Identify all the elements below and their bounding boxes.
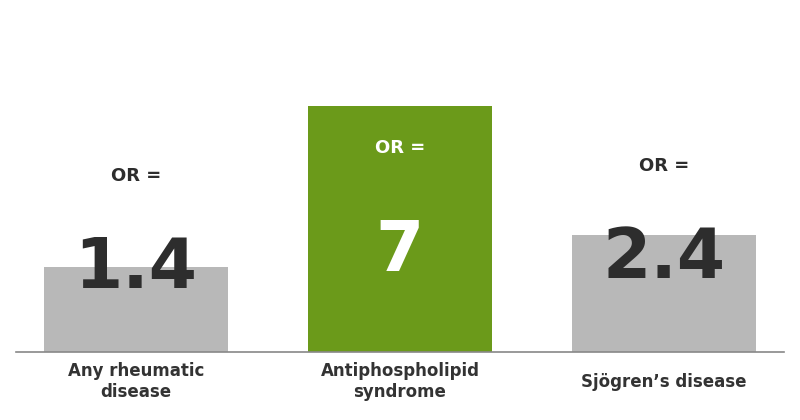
- Text: Any rheumatic
disease: Any rheumatic disease: [68, 362, 204, 401]
- Text: Risk for incident rheumatic disease with history of sinusitis:: Risk for incident rheumatic disease with…: [35, 26, 765, 46]
- Text: 1.4: 1.4: [74, 235, 198, 302]
- FancyBboxPatch shape: [572, 235, 756, 352]
- Text: OR =: OR =: [111, 167, 161, 185]
- Text: 7: 7: [376, 218, 424, 285]
- Text: Antiphospholipid
syndrome: Antiphospholipid syndrome: [321, 362, 479, 401]
- FancyBboxPatch shape: [44, 267, 228, 352]
- Text: Sjögren’s disease: Sjögren’s disease: [582, 373, 746, 391]
- FancyBboxPatch shape: [308, 106, 492, 352]
- Text: OR =: OR =: [375, 139, 425, 157]
- Text: OR =: OR =: [639, 157, 689, 175]
- Text: 2.4: 2.4: [602, 225, 726, 292]
